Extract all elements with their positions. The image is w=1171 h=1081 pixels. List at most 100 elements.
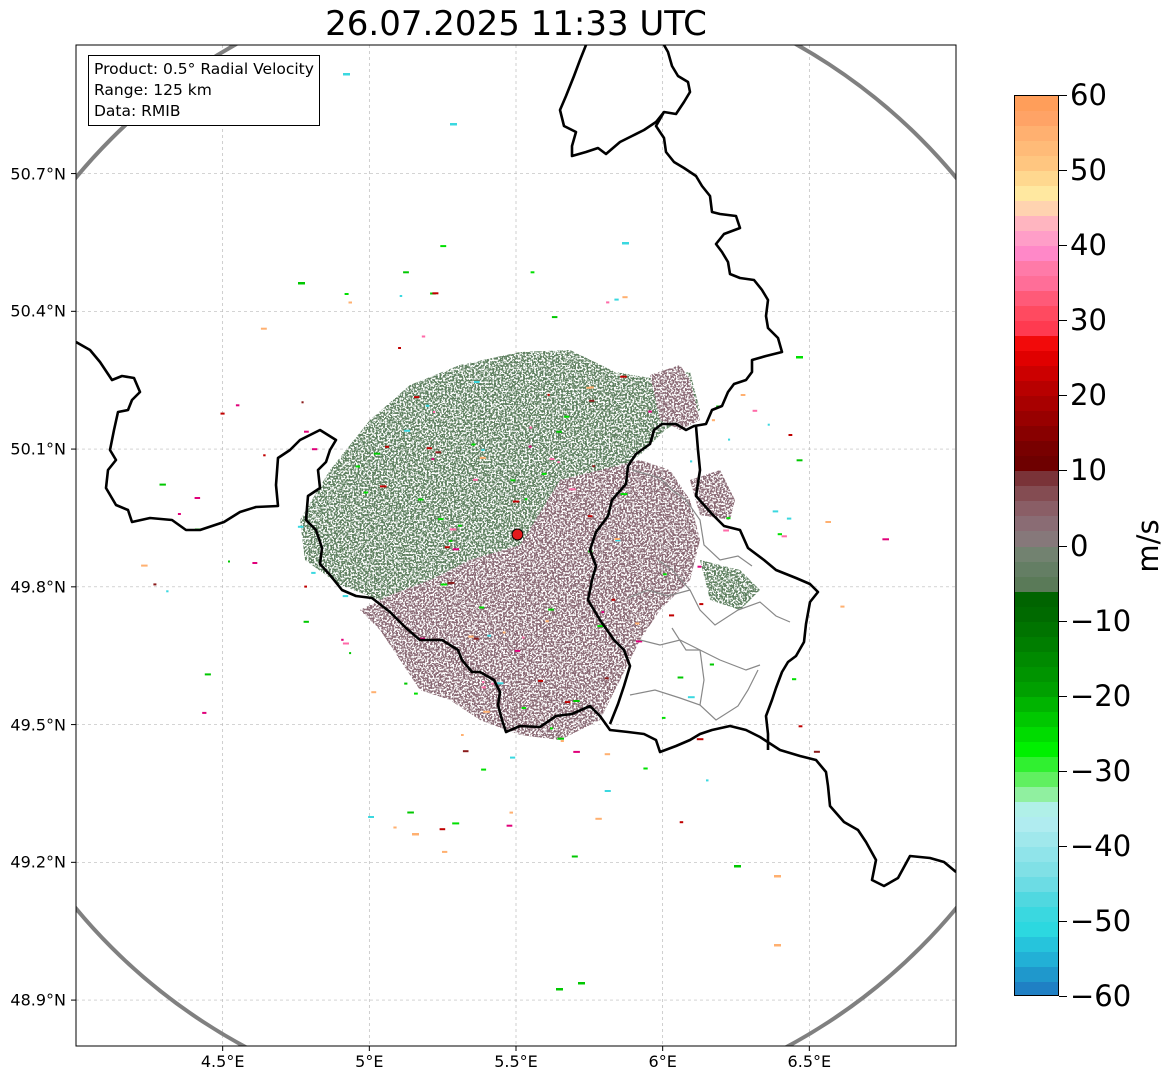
colorbar-band: [1015, 141, 1058, 157]
echo-speck: [521, 707, 527, 709]
echo-speck: [481, 686, 486, 689]
echo-speck: [690, 460, 693, 463]
echo-speck: [510, 479, 516, 482]
echo-speck: [425, 404, 430, 407]
echo-speck: [479, 456, 486, 459]
echo-speck: [166, 590, 169, 593]
echo-speck: [556, 430, 562, 433]
radar-echo-field: [300, 350, 760, 740]
echo-speck: [636, 640, 643, 643]
echo-speck: [557, 737, 564, 740]
echo-speck: [622, 296, 628, 299]
echo-speck: [510, 756, 516, 759]
colorbar-band: [1015, 291, 1058, 307]
colorbar-band: [1015, 366, 1058, 382]
echo-speck: [620, 375, 627, 378]
echo-speck: [734, 865, 741, 868]
echo-speck: [440, 583, 448, 586]
echo-speck: [407, 811, 414, 814]
echo-speck: [512, 500, 520, 503]
colorbar-band: [1015, 636, 1058, 653]
echo-speck: [439, 828, 446, 831]
colorbar-tick: [1059, 320, 1067, 322]
echo-speck: [530, 271, 535, 274]
echo-speck: [471, 443, 476, 446]
echo-speck: [529, 426, 533, 429]
lat-tick-label: 50.1°N: [10, 439, 66, 459]
echo-speck: [781, 535, 787, 538]
colorbar-tick: [1059, 470, 1067, 472]
lon-tick-label: 4.5°E: [200, 1052, 245, 1071]
colorbar-tick-label: 40: [1070, 228, 1107, 263]
info-range: Range: 125 km: [94, 81, 212, 99]
colorbar-band: [1015, 231, 1058, 247]
colorbar-band: [1015, 846, 1058, 863]
echo-speck: [813, 750, 820, 753]
echo-speck: [482, 681, 485, 683]
colorbar-band: [1015, 696, 1058, 713]
colorbar-tick-label: −60: [1070, 979, 1132, 1013]
echo-speck: [344, 293, 349, 295]
colorbar-tick-label: 30: [1070, 303, 1107, 338]
echo-speck: [479, 606, 485, 609]
echo-speck: [663, 573, 667, 576]
colorbar-band: [1015, 531, 1058, 548]
echo-speck: [740, 394, 746, 396]
colorbar-band: [1015, 381, 1058, 397]
colorbar-band: [1015, 681, 1058, 698]
echo-speck: [589, 386, 594, 389]
echo-speck: [473, 637, 479, 640]
colorbar-band: [1015, 216, 1058, 232]
lat-tick-label: 49.2°N: [10, 852, 66, 872]
colorbar-tick: [1059, 95, 1067, 96]
colorbar-band: [1015, 936, 1058, 953]
echo-speck: [447, 581, 455, 584]
echo-speck: [491, 682, 494, 685]
colorbar-tick: [1059, 620, 1067, 622]
echo-region: [700, 560, 760, 610]
colorbar-band: [1015, 96, 1058, 112]
canton-boundaries: [627, 469, 791, 721]
radar-site-marker: [511, 528, 524, 541]
echo-speck: [399, 295, 403, 297]
echo-speck: [798, 725, 803, 728]
echo-speck: [611, 598, 616, 601]
echo-speck: [341, 638, 344, 641]
colorbar-tick: [1059, 695, 1067, 697]
echo-speck: [355, 465, 360, 468]
echo-speck: [431, 458, 435, 461]
colorbar-band: [1015, 651, 1058, 668]
lat-tick-label: 49.5°N: [10, 715, 66, 735]
echo-speck: [393, 826, 397, 829]
colorbar-band: [1015, 966, 1058, 983]
echo-speck: [620, 493, 628, 496]
echo-speck: [569, 488, 576, 491]
colorbar-tick-label: 0: [1070, 528, 1089, 563]
echo-speck: [414, 692, 418, 695]
echo-speck: [522, 636, 525, 639]
echo-speck: [297, 525, 304, 528]
velocity-colorbar: [1014, 95, 1059, 996]
echo-speck: [435, 451, 442, 454]
echo-speck: [774, 944, 781, 947]
echo-speck: [592, 465, 596, 468]
echo-speck: [614, 538, 620, 540]
echo-speck: [578, 982, 585, 985]
echo-speck: [786, 517, 792, 520]
lon-tick-label: 6.5°E: [787, 1052, 832, 1071]
echo-speck: [697, 565, 702, 568]
lat-tick-label: 50.7°N: [10, 164, 66, 184]
echo-speck: [473, 478, 478, 481]
echo-speck: [298, 282, 305, 285]
colorbar-tick: [1059, 170, 1067, 172]
colorbar-tick-label: 50: [1070, 153, 1107, 188]
echo-speck: [348, 301, 352, 304]
lat-tick-label: 49.8°N: [10, 577, 66, 597]
lon-tick-label: 5.5°E: [494, 1052, 538, 1071]
echo-speck: [487, 634, 492, 637]
colorbar-band: [1015, 546, 1058, 563]
echo-speck: [502, 631, 506, 634]
echo-speck: [442, 850, 448, 853]
colorbar-tick-label: −40: [1070, 828, 1132, 863]
